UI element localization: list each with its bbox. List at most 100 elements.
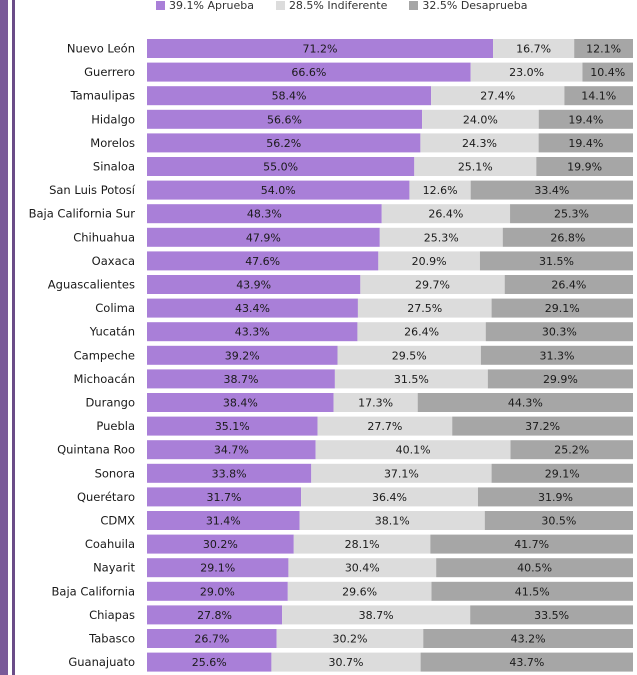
data-label-indiferente: 30.2% bbox=[332, 633, 367, 646]
data-label-desaprueba: 26.8% bbox=[550, 231, 585, 244]
bar-row: Nuevo León 71.2% 16.7% 12.1% bbox=[67, 39, 633, 58]
bar-row: San Luis Potosí 54.0% 12.6% 33.4% bbox=[49, 180, 633, 200]
legend-item-aprueba: 39.1% Aprueba bbox=[156, 0, 254, 13]
bar-row: Sonora 33.8% 37.1% 29.1% bbox=[95, 463, 633, 483]
bar-row: CDMX 31.4% 38.1% 30.5% bbox=[100, 511, 633, 530]
bar-segment-aprueba bbox=[147, 558, 289, 578]
bar-segment-aprueba bbox=[147, 109, 423, 129]
data-label-desaprueba: 19.4% bbox=[568, 137, 603, 150]
bar-segment-desaprueba bbox=[417, 393, 633, 412]
bar-segment-indiferente bbox=[334, 369, 488, 389]
data-label-aprueba: 39.2% bbox=[225, 349, 260, 362]
bar-segment-indiferente bbox=[282, 605, 471, 625]
category-label: Guanajuato bbox=[68, 655, 135, 669]
bar-segment-desaprueba bbox=[536, 157, 633, 176]
bar-segment-desaprueba bbox=[452, 416, 633, 436]
bar-row: Hidalgo 56.6% 24.0% 19.4% bbox=[91, 109, 633, 129]
bar-row: Aguascalientes 43.9% 29.7% 26.4% bbox=[48, 275, 633, 294]
category-label: Guerrero bbox=[84, 65, 135, 79]
data-label-aprueba: 43.9% bbox=[236, 279, 271, 292]
bar-row: Campeche 39.2% 29.5% 31.3% bbox=[74, 345, 633, 365]
data-label-aprueba: 47.6% bbox=[245, 255, 280, 268]
bar-row: Oaxaca 47.6% 20.9% 31.5% bbox=[92, 251, 633, 271]
bar-segment-desaprueba bbox=[484, 511, 633, 530]
category-label: Campeche bbox=[74, 348, 135, 362]
data-label-desaprueba: 19.4% bbox=[568, 113, 603, 126]
data-label-aprueba: 29.0% bbox=[200, 585, 235, 598]
data-label-indiferente: 29.5% bbox=[392, 349, 427, 362]
bar-segment-indiferente bbox=[378, 251, 480, 271]
category-label: Baja California Sur bbox=[29, 207, 136, 221]
bar-segment-aprueba bbox=[147, 133, 421, 153]
bar-segment-indiferente bbox=[379, 227, 503, 247]
category-label: Yucatán bbox=[89, 325, 135, 339]
data-label-desaprueba: 31.5% bbox=[539, 255, 574, 268]
bar-segment-desaprueba bbox=[582, 62, 633, 82]
data-label-desaprueba: 31.3% bbox=[539, 349, 574, 362]
bar-row: Nayarit 29.1% 30.4% 40.5% bbox=[93, 558, 633, 578]
data-label-aprueba: 35.1% bbox=[215, 420, 250, 433]
data-label-desaprueba: 14.1% bbox=[581, 90, 616, 103]
bar-segment-indiferente bbox=[422, 109, 539, 129]
bar-segment-aprueba bbox=[147, 629, 277, 648]
data-label-aprueba: 38.7% bbox=[223, 373, 258, 386]
data-label-indiferente: 24.3% bbox=[462, 137, 497, 150]
bar-row: Colima 43.4% 27.5% 29.1% bbox=[95, 298, 633, 318]
category-label: Sinaloa bbox=[93, 160, 135, 174]
bar-segment-indiferente bbox=[357, 322, 486, 342]
data-label-aprueba: 55.0% bbox=[263, 161, 298, 174]
bar-segment-indiferente bbox=[317, 416, 453, 436]
data-label-desaprueba: 29.1% bbox=[545, 302, 580, 315]
bar-segment-desaprueba bbox=[564, 86, 633, 106]
category-label: Sonora bbox=[95, 466, 135, 480]
category-label: Nuevo León bbox=[67, 42, 135, 56]
bar-row: Quintana Roo 34.7% 40.1% 25.2% bbox=[57, 440, 633, 460]
category-label: Chihuahua bbox=[73, 230, 135, 244]
bar-segment-indiferente bbox=[470, 62, 583, 82]
data-label-desaprueba: 33.5% bbox=[534, 609, 569, 622]
category-label: Morelos bbox=[90, 136, 135, 150]
data-label-indiferente: 12.6% bbox=[423, 184, 458, 197]
data-label-aprueba: 33.8% bbox=[212, 467, 247, 480]
category-label: Baja California bbox=[52, 584, 135, 598]
bar-segment-desaprueba bbox=[504, 275, 633, 294]
bar-row: Chihuahua 47.9% 25.3% 26.8% bbox=[73, 227, 633, 247]
bar-segment-indiferente bbox=[293, 534, 431, 554]
bar-segment-indiferente bbox=[333, 393, 418, 412]
bar-segment-aprueba bbox=[147, 416, 318, 436]
data-label-indiferente: 20.9% bbox=[412, 255, 447, 268]
legend-label-desaprueba: 32.5% Desaprueba bbox=[422, 0, 528, 12]
bar-segment-desaprueba bbox=[502, 227, 633, 247]
bar-segment-aprueba bbox=[147, 275, 361, 294]
bar-segment-aprueba bbox=[147, 39, 494, 58]
data-label-desaprueba: 12.1% bbox=[586, 43, 621, 56]
bar-segment-desaprueba bbox=[420, 652, 633, 672]
data-label-desaprueba: 31.9% bbox=[538, 491, 573, 504]
data-label-aprueba: 30.2% bbox=[203, 538, 238, 551]
data-label-aprueba: 43.4% bbox=[235, 302, 270, 315]
category-label: Aguascalientes bbox=[48, 278, 135, 292]
bar-row: Coahuila 30.2% 28.1% 41.7% bbox=[85, 534, 633, 554]
data-label-indiferente: 25.3% bbox=[424, 231, 459, 244]
bar-segment-indiferente bbox=[357, 298, 492, 318]
category-label: Oaxaca bbox=[92, 254, 135, 268]
data-label-indiferente: 37.1% bbox=[384, 467, 419, 480]
category-label: Puebla bbox=[96, 419, 135, 433]
bar-segment-indiferente bbox=[287, 581, 432, 601]
bar-segment-indiferente bbox=[360, 275, 505, 294]
data-label-desaprueba: 43.2% bbox=[511, 633, 546, 646]
category-label: CDMX bbox=[100, 514, 135, 528]
data-label-desaprueba: 25.2% bbox=[554, 444, 589, 457]
bar-segment-aprueba bbox=[147, 511, 300, 530]
bar-segment-indiferente bbox=[299, 511, 485, 530]
bar-row: Baja California Sur 48.3% 26.4% 25.3% bbox=[29, 204, 633, 224]
data-label-desaprueba: 33.4% bbox=[534, 184, 569, 197]
bar-segment-aprueba bbox=[147, 62, 471, 82]
data-label-indiferente: 26.4% bbox=[428, 208, 463, 221]
data-label-desaprueba: 41.7% bbox=[514, 538, 549, 551]
data-label-aprueba: 48.3% bbox=[247, 208, 282, 221]
data-label-indiferente: 36.4% bbox=[372, 491, 407, 504]
bar-row: Sinaloa 55.0% 25.1% 19.9% bbox=[93, 157, 633, 176]
data-label-desaprueba: 43.7% bbox=[509, 656, 544, 669]
data-label-indiferente: 28.1% bbox=[345, 538, 380, 551]
